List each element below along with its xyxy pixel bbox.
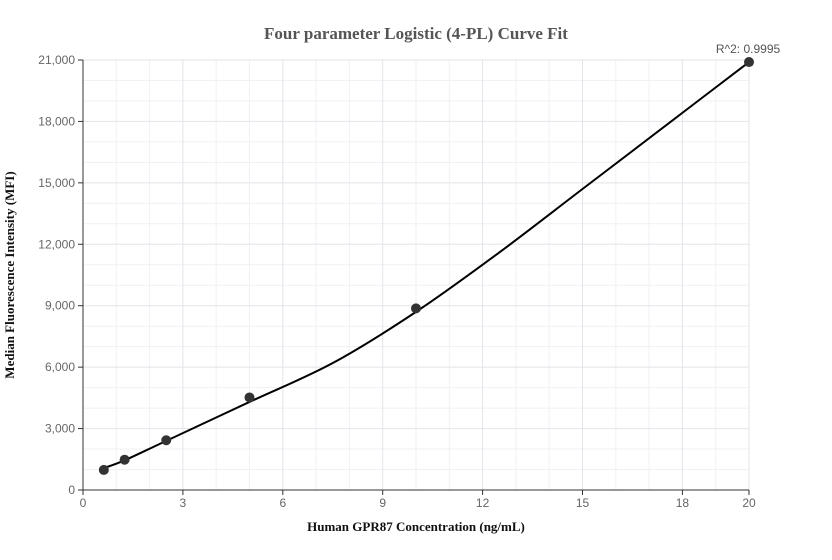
data-point [119, 454, 130, 465]
y-tick-label: 12,000 [38, 237, 75, 251]
x-tick-label: 15 [576, 496, 590, 510]
data-point [98, 464, 109, 475]
chart-title: Four parameter Logistic (4-PL) Curve Fit [264, 24, 568, 43]
x-tick-label: 3 [180, 496, 187, 510]
y-tick-label: 18,000 [38, 114, 75, 128]
x-tick-label: 20 [742, 496, 756, 510]
y-axis-label: Median Fluorescence Intensity (MFI) [2, 171, 17, 378]
y-tick-label: 3,000 [45, 422, 75, 436]
y-tick-label: 0 [68, 483, 75, 497]
axes [78, 59, 750, 495]
y-tick-label: 9,000 [45, 299, 75, 313]
data-point [744, 57, 754, 68]
y-tick-label: 15,000 [38, 176, 75, 190]
data-point [244, 392, 255, 403]
y-tick-label: 6,000 [45, 360, 75, 374]
x-tick-label: 18 [676, 496, 690, 510]
grid [83, 59, 750, 490]
x-tick-label: 6 [279, 496, 286, 510]
y-tick-label: 21,000 [38, 53, 75, 67]
x-tick-label: 9 [379, 496, 386, 510]
r-squared-annotation: R^2: 0.9995 [716, 42, 781, 56]
data-point [411, 303, 421, 314]
fit-curve [103, 61, 750, 470]
x-axis-label: Human GPR87 Concentration (ng/mL) [307, 519, 525, 534]
x-tick-label: 0 [80, 496, 87, 510]
tick-labels: 0 3 6 9 12 15 18 20 0 3,000 6,000 9,000 12,000 15,000… [38, 53, 756, 510]
data-point [161, 435, 172, 446]
data-points [98, 57, 754, 475]
x-tick-label: 12 [476, 496, 490, 510]
